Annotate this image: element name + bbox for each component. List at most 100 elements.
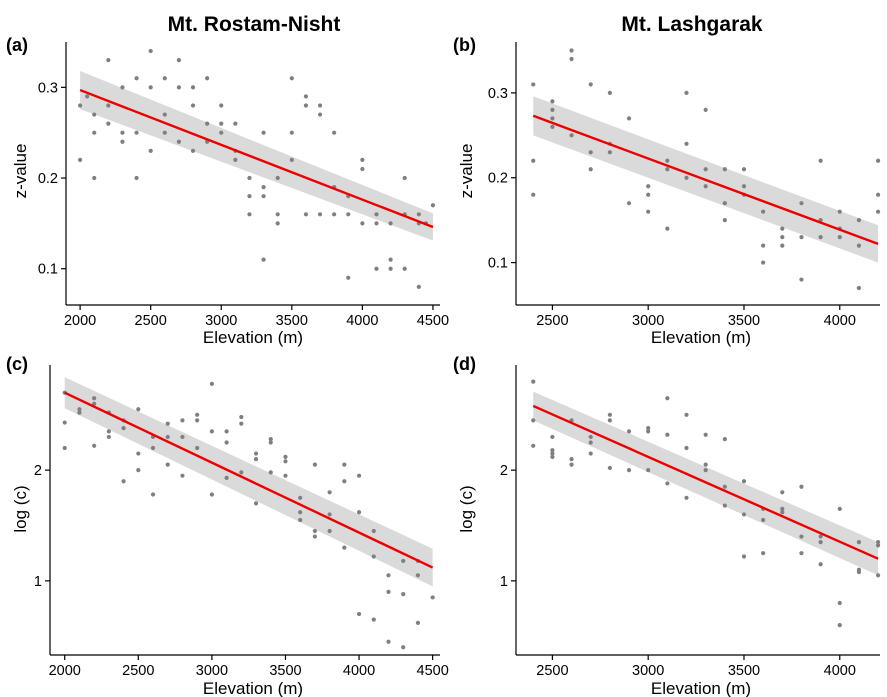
panel-c-data-point (136, 468, 141, 473)
panel-a-data-point (148, 48, 153, 54)
panel-a-data-point (289, 130, 294, 135)
panel-b-data-point (569, 48, 574, 53)
panel-c-data-point (430, 595, 435, 600)
panel-c-data-point (371, 528, 376, 534)
panel-b-y-axis-title: z-value (457, 144, 476, 199)
panel-a-data-point (78, 157, 83, 162)
panel-a-data-point (303, 103, 309, 108)
panel-d-data-point (646, 429, 651, 434)
panel-c-x-tick-label: 3000 (196, 663, 228, 679)
panel-c-y-axis-title: log (c) (11, 485, 30, 532)
panel-a-y-tick-label: 0.1 (38, 262, 58, 278)
panel-c-data-point (312, 534, 318, 539)
panel-c-x-axis-title: Elevation (m) (203, 679, 303, 697)
panel-a-data-point (148, 148, 153, 153)
panel-d-data-point (703, 462, 708, 467)
panel-a-data-point (148, 85, 153, 90)
panel-a-data-point (120, 130, 125, 135)
panel-a-data-point (289, 76, 294, 81)
panel-c-data-point (136, 451, 141, 456)
panel-b-data-point (761, 243, 766, 248)
panel-c-data-point (106, 434, 111, 440)
panel-b-x-tick-label: 3000 (632, 313, 664, 329)
panel-a-x-tick-label: 2000 (64, 313, 96, 329)
panel-c-data-point (209, 429, 214, 434)
panel-b-chart: (b) 2500 3000 3500 4000 0.1 0.2 0.3 Elevation … (453, 35, 881, 347)
panel-c-data-point (165, 462, 170, 467)
panel-a-data-point (388, 266, 393, 271)
panel-b-data-point (856, 218, 862, 223)
panel-a-data-point (430, 203, 436, 208)
panel-b-data-point (646, 209, 651, 214)
panel-a-data-point (346, 275, 351, 280)
panel-c-data-point (195, 418, 200, 423)
panel-c-data-point (386, 573, 391, 578)
panel-a-data-point (332, 212, 337, 217)
panel-a-x-axis-title: Elevation (m) (203, 328, 303, 347)
panel-d-y-tick-label: 1 (500, 574, 508, 590)
panel-a-data-point (233, 157, 238, 162)
column-title-right: Mt. Lashgarak (621, 13, 763, 36)
panel-d-data-point (684, 412, 689, 417)
panel-a-data-point (261, 130, 266, 135)
panel-c-y-tick-label: 2 (34, 463, 42, 479)
panel-b-plot-area: 2500 3000 3500 4000 0.1 0.2 0.3 (488, 42, 881, 329)
panel-c-data-point (356, 611, 362, 617)
panel-b-data-point (626, 116, 632, 121)
panel-d-x-tick-label: 3500 (728, 663, 760, 679)
panel-c-data-point (239, 470, 244, 475)
panel-a-data-point (360, 166, 365, 172)
panel-a-x-tick-label: 4500 (417, 313, 449, 329)
panel-b-data-point (646, 184, 651, 189)
panel-d-data-point (761, 551, 766, 556)
panel-c-data-point (401, 645, 406, 650)
panel-b-data-point (761, 260, 766, 265)
panel-b-x-tick-label: 4000 (824, 313, 856, 329)
panel-b-data-point (875, 158, 881, 163)
panel-c-data-point (312, 528, 318, 534)
panel-b-data-point (569, 133, 574, 138)
panel-d-regression-line (532, 404, 879, 560)
panel-c-data-point (386, 589, 391, 595)
panel-d-data-point (741, 512, 747, 517)
panel-a-data-point (106, 103, 111, 108)
panel-a-data-point (205, 76, 210, 81)
panel-c-data-point (106, 429, 111, 434)
panel-a-data-point (162, 112, 167, 117)
panel-c-data-point (180, 418, 185, 423)
panel-a-data-point (317, 103, 323, 108)
panel-d-data-point (818, 562, 823, 567)
panel-c-data-point (180, 473, 185, 478)
panel-d-data-point (665, 432, 670, 437)
panel-d-data-point (626, 429, 632, 434)
panel-d-x-axis-title: Elevation (m) (651, 679, 751, 697)
panel-d-data-point (550, 434, 555, 440)
panel-a-x-tick-label: 4000 (346, 313, 378, 329)
panel-b-data-point (741, 167, 747, 172)
panel-c-data-point (77, 407, 82, 412)
panel-b-data-point (588, 167, 593, 172)
panel-a-data-point (176, 139, 182, 144)
panel-d-data-point (607, 418, 612, 423)
panel-a-data-point (416, 212, 421, 217)
panel-c-data-point (121, 479, 126, 484)
panel-c-data-point (92, 396, 97, 401)
panel-a-x-tick-label: 3500 (276, 313, 308, 329)
panel-c-data-point (195, 445, 200, 451)
panel-c-data-point (92, 443, 97, 448)
panel-a-data-point (402, 175, 407, 181)
panel-a-data-point (162, 76, 167, 81)
panel-a-data-point (360, 221, 365, 226)
panel-d-data-point (875, 543, 881, 548)
panel-c-data-point (136, 407, 141, 412)
panel-c-data-point (298, 517, 303, 523)
panel-c-data-point (342, 462, 347, 467)
panel-c-data-point (268, 470, 273, 475)
panel-d-data-point (818, 534, 823, 539)
panel-a-data-point (106, 121, 111, 126)
panel-d-data-point (799, 534, 804, 539)
panel-d-x-tick-label: 3000 (632, 663, 664, 679)
column-title-left: Mt. Rostam-Nisht (168, 13, 341, 36)
panel-d-data-point (646, 468, 651, 473)
panel-c-label: (c) (6, 354, 28, 374)
